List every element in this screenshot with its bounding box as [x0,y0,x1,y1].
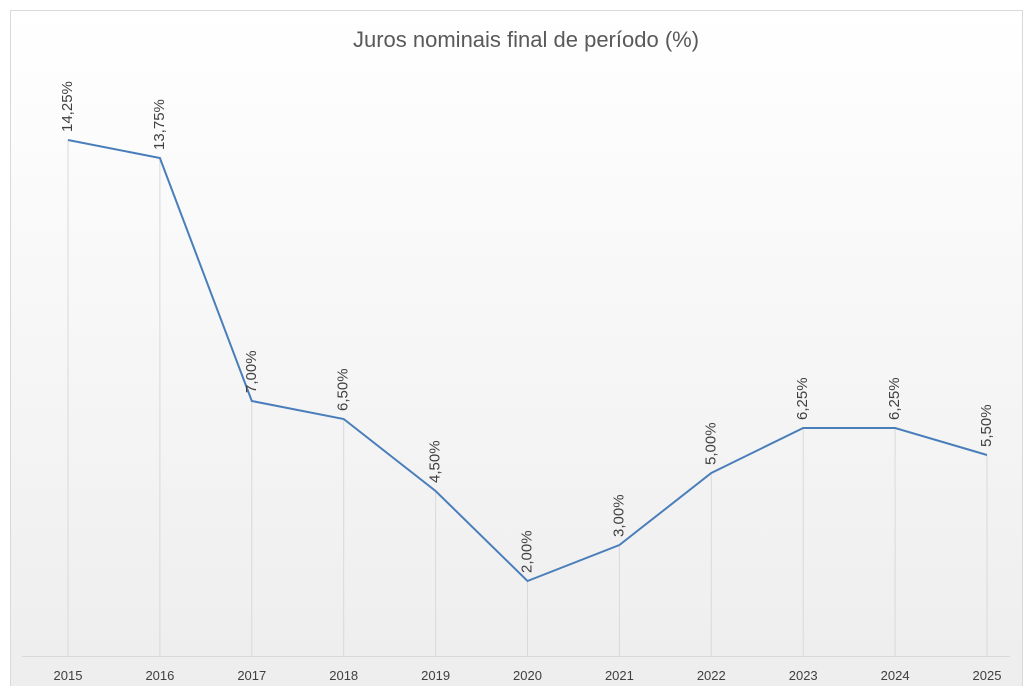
data-label: 6,25% [886,377,903,420]
data-label: 6,50% [335,368,352,411]
data-label: 4,50% [427,440,444,483]
data-label: 3,00% [610,494,627,537]
data-label: 2,00% [518,530,535,573]
x-tick-label: 2021 [605,668,634,683]
x-tick-label: 2025 [973,668,1002,683]
x-tick-label: 2023 [789,668,818,683]
x-tick-label: 2024 [881,668,910,683]
x-tick-label: 2016 [145,668,174,683]
data-label: 14,25% [59,81,76,132]
x-tick-label: 2015 [54,668,83,683]
x-tick-label: 2017 [237,668,266,683]
x-tick-label: 2020 [513,668,542,683]
data-label: 6,25% [794,377,811,420]
chart-title: Juros nominais final de período (%) [353,27,699,52]
data-label: 5,50% [978,404,995,447]
data-label: 7,00% [243,350,260,393]
data-label: 5,00% [702,422,719,465]
chart-frame [10,10,1023,686]
x-tick-label: 2018 [329,668,358,683]
data-label: 13,75% [151,99,168,150]
line-series [67,139,988,583]
x-tick-label: 2019 [421,668,450,683]
x-tick-label: 2022 [697,668,726,683]
